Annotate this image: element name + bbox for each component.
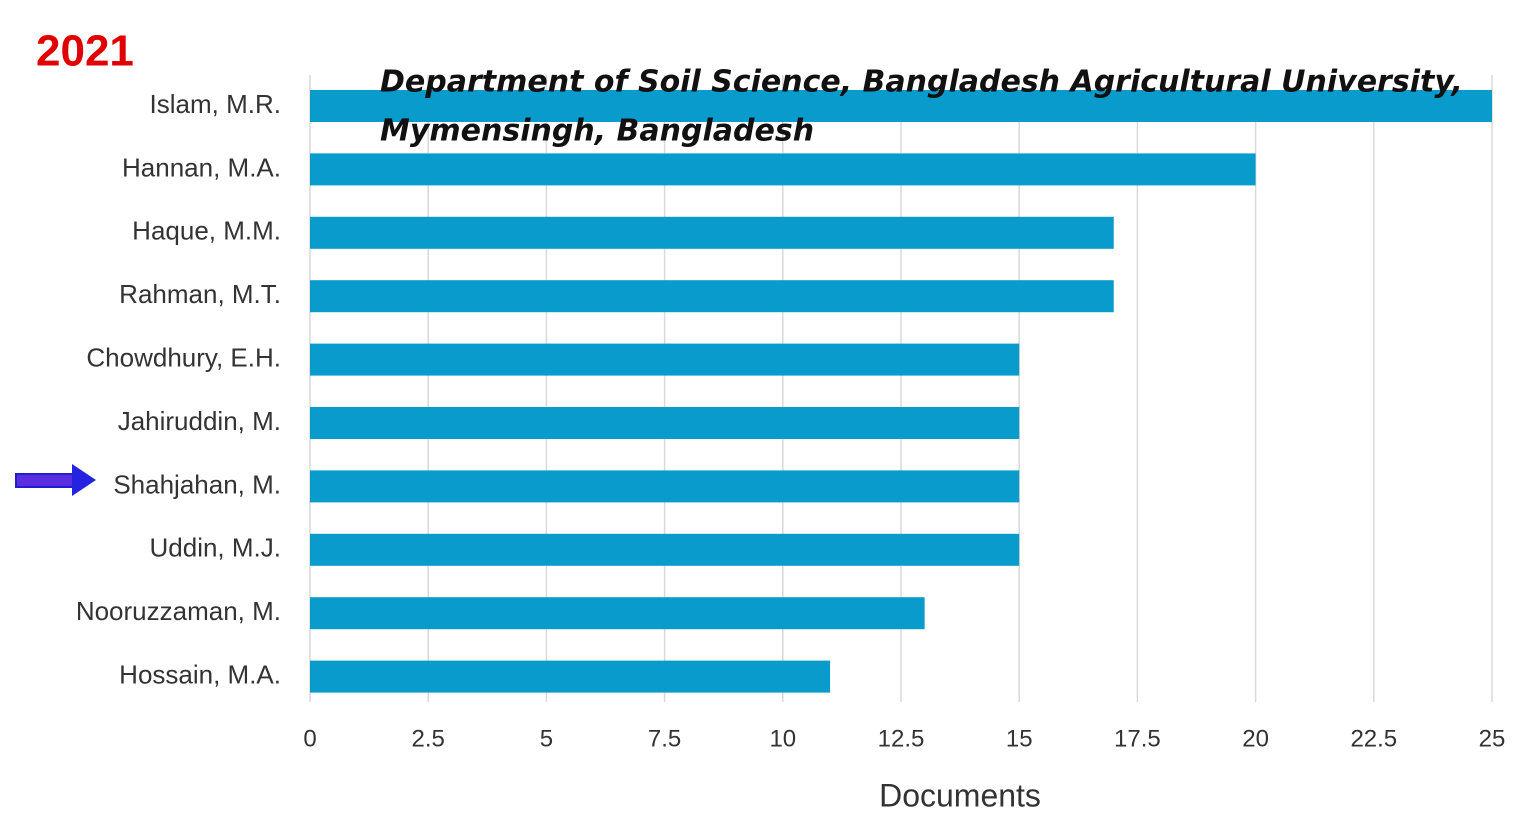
- x-tick-label: 20: [1242, 725, 1269, 752]
- x-tick-label: 25: [1479, 725, 1506, 752]
- arrow-head: [72, 464, 96, 496]
- y-tick-label: Haque, M.M.: [132, 216, 281, 246]
- bar: [310, 470, 1020, 503]
- x-tick-label: 12.5: [878, 725, 925, 752]
- bar: [310, 660, 831, 693]
- arrow: [15, 464, 96, 496]
- chart-title: 2021: [36, 27, 134, 76]
- arrow-shaft: [15, 473, 75, 488]
- y-tick-label: Jahiruddin, M.: [118, 406, 281, 436]
- x-tick-label: 2.5: [412, 725, 445, 752]
- x-tick-label: 7.5: [648, 725, 681, 752]
- x-tick-label: 0: [303, 725, 316, 752]
- bar: [310, 343, 1020, 376]
- y-tick-label: Hossain, M.A.: [119, 659, 281, 689]
- bar: [310, 597, 925, 630]
- x-tick-label: 10: [769, 725, 796, 752]
- x-tick-label: 17.5: [1114, 725, 1161, 752]
- y-tick-label: Shahjahan, M.: [113, 469, 281, 499]
- y-tick-label: Nooruzzaman, M.: [76, 596, 281, 626]
- annotation: Mymensingh, Bangladesh: [380, 114, 814, 149]
- bar: [310, 90, 1492, 122]
- bar: [310, 533, 1020, 566]
- x-tick-label: 5: [540, 725, 553, 752]
- bar: [310, 280, 1114, 313]
- x-axis-label: Documents: [879, 777, 1041, 813]
- annotation: Department of Soil Science, Bangladesh A…: [380, 65, 1463, 100]
- y-tick-label: Hannan, M.A.: [122, 152, 281, 182]
- x-tick-label: 15: [1006, 725, 1033, 752]
- bar: [310, 153, 1256, 186]
- bar: [310, 407, 1020, 439]
- x-tick-label: 22.5: [1350, 725, 1397, 752]
- y-tick-label: Chowdhury, E.H.: [86, 342, 281, 372]
- y-tick-label: Uddin, M.J.: [150, 533, 282, 563]
- y-tick-label: Rahman, M.T.: [119, 279, 281, 309]
- y-tick-label: Islam, M.R.: [150, 89, 281, 119]
- bar: [310, 216, 1114, 249]
